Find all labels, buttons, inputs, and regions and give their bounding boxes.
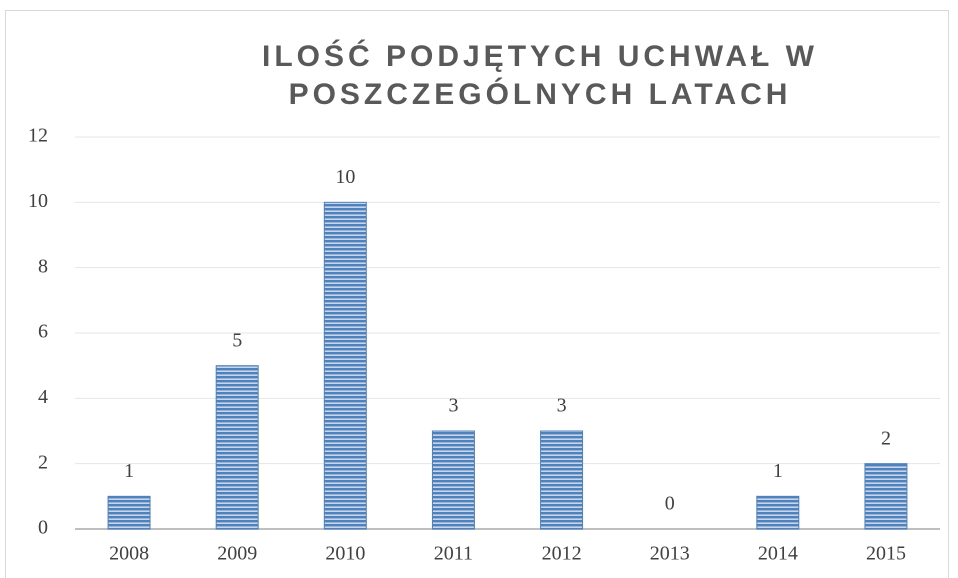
x-tick-label: 2010 [325, 543, 365, 565]
bar [540, 430, 584, 530]
data-label: 5 [232, 329, 242, 351]
data-label: 1 [124, 460, 134, 482]
x-tick-label: 2013 [650, 543, 690, 565]
y-tick-label: 4 [38, 386, 48, 408]
data-label: 1 [773, 460, 783, 482]
bar [864, 463, 908, 530]
bar [431, 430, 475, 530]
bar [323, 201, 367, 530]
y-tick-label: 10 [28, 190, 48, 212]
chart-frame [5, 10, 949, 578]
y-tick-label: 12 [28, 125, 48, 147]
y-tick-label: 2 [38, 451, 48, 473]
x-tick-label: 2015 [866, 543, 906, 565]
bar [107, 495, 151, 530]
y-tick-label: 6 [38, 321, 48, 343]
x-tick-label: 2014 [758, 543, 798, 565]
x-tick-label: 2009 [217, 543, 257, 565]
data-label: 2 [881, 427, 891, 449]
y-tick-label: 0 [38, 517, 48, 539]
bar [215, 365, 259, 530]
chart-title: ILOŚĆ PODJĘTYCH UCHWAŁ W POSZCZEGÓLNYCH … [261, 40, 818, 111]
data-label: 3 [448, 395, 458, 417]
data-label: 0 [665, 493, 675, 515]
x-tick-label: 2008 [109, 543, 149, 565]
x-tick-label: 2012 [542, 543, 582, 565]
bar [756, 495, 800, 530]
data-label: 3 [557, 395, 567, 417]
y-tick-label: 8 [38, 255, 48, 277]
data-label: 10 [335, 166, 355, 188]
x-tick-label: 2011 [434, 543, 473, 565]
